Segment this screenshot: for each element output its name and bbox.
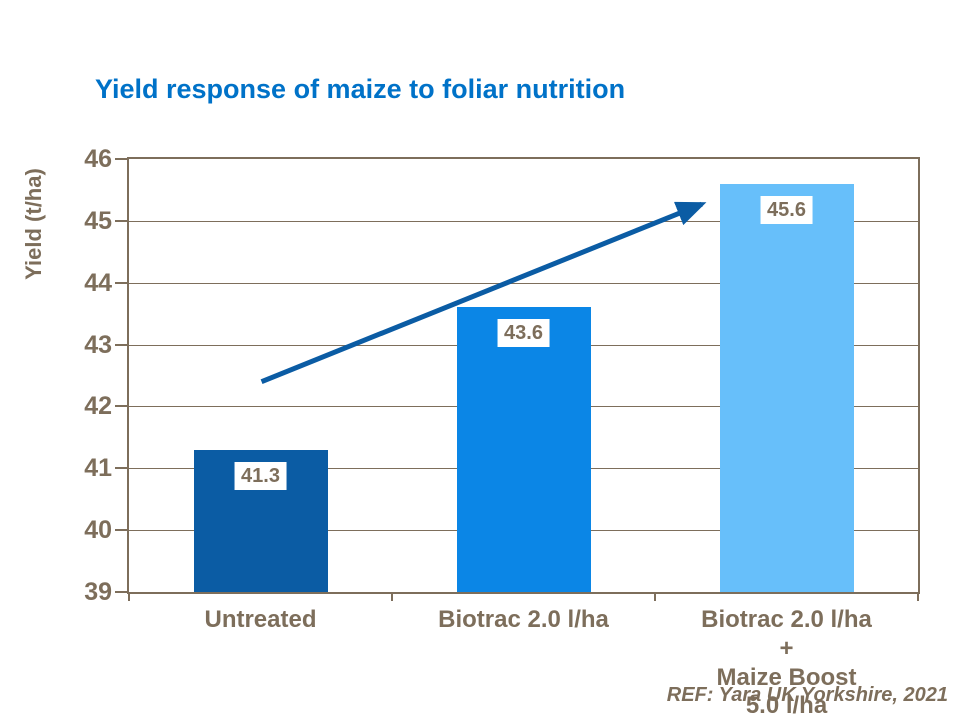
bar-value-label-biotrac-2-0-l-ha: 43.6: [497, 319, 550, 348]
y-tick-mark-43: [115, 343, 127, 346]
y-tick-mark-45: [115, 219, 127, 222]
y-tick-mark-44: [115, 281, 127, 284]
y-tick-label-44: 44: [84, 268, 112, 297]
y-tick-mark-42: [115, 405, 127, 408]
x-tick-mark-0: [128, 594, 130, 601]
x-category-label-biotrac-2-0-l-ha: Biotrac 2.0 l/ha: [438, 606, 609, 633]
y-tick-label-42: 42: [84, 392, 112, 421]
gridline-45: [129, 220, 918, 222]
x-category-label-untreated: Untreated: [204, 606, 317, 633]
x-category-label-biotrac-2-0-l-ha-maize-boost-5-0-l-ha: Biotrac 2.0 l/ha + Maize Boost 5.0 l/ha: [701, 606, 872, 720]
y-tick-label-41: 41: [84, 454, 112, 483]
y-tick-label-39: 39: [84, 578, 112, 606]
y-tick-mark-40: [115, 529, 127, 532]
x-tick-mark-2: [654, 594, 656, 601]
chart-title: Yield response of maize to foliar nutrit…: [95, 74, 626, 104]
bar-biotrac-2-0-l-ha: [456, 307, 591, 592]
y-tick-mark-46: [115, 158, 127, 160]
y-tick-label-43: 43: [84, 330, 112, 359]
y-tick-label-40: 40: [84, 516, 112, 545]
bar-biotrac-2-0-l-ha-maize-boost-5-0-l-ha: [719, 183, 854, 592]
plot-area: 41.3 43.6 45.6: [127, 157, 920, 594]
bar-value-label-biotrac-2-0-l-ha-maize-boost-5-0-l-ha: 45.6: [760, 195, 813, 224]
y-tick-mark-39: [115, 591, 127, 593]
y-tick-mark-41: [115, 467, 127, 470]
reference-text: REF: Yara UK Yorkshire, 2021: [666, 684, 948, 706]
y-tick-label-46: 46: [84, 145, 112, 173]
bar-value-label-untreated: 41.3: [234, 461, 287, 490]
gridline-44: [129, 282, 918, 284]
y-tick-label-45: 45: [84, 206, 112, 235]
x-tick-mark-3: [917, 594, 919, 601]
x-tick-mark-1: [391, 594, 393, 601]
trend-arrow-icon: [260, 201, 707, 385]
